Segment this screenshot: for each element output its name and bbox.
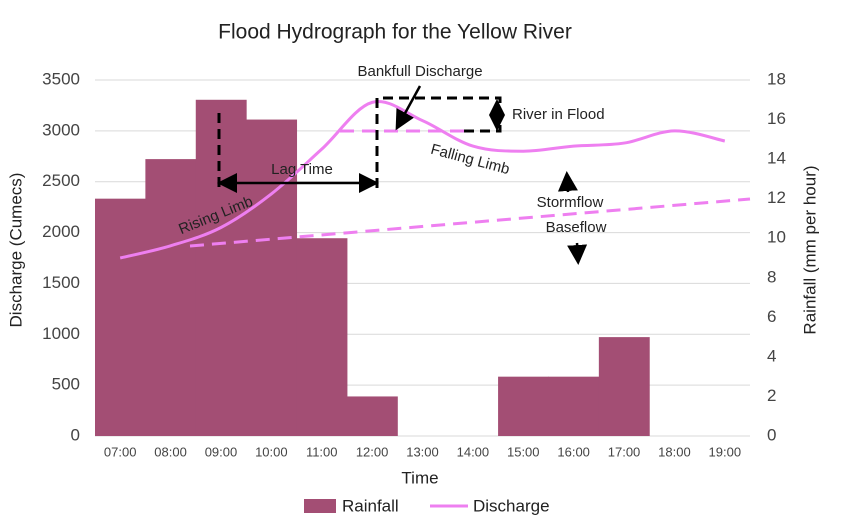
y2-tick-label: 2 — [767, 386, 776, 405]
bar — [246, 119, 298, 437]
bar — [498, 376, 549, 436]
annotation: Baseflow — [546, 219, 607, 236]
legend: Rainfall Discharge — [304, 496, 550, 515]
y-tick-label: 1000 — [42, 324, 80, 343]
bar — [598, 337, 650, 436]
bar — [346, 396, 398, 436]
x-tick-label: 10:00 — [255, 444, 288, 459]
baseflow-line — [189, 197, 751, 248]
flood-box — [375, 96, 502, 188]
x-tick-label: 13:00 — [406, 444, 439, 459]
baseflow-arrow — [567, 242, 588, 265]
y2-tick-label: 0 — [767, 425, 776, 444]
stormflow-arrow — [557, 171, 578, 193]
x-tick-label: 17:00 — [608, 444, 641, 459]
x-tick-label: 08:00 — [154, 444, 187, 459]
bar — [296, 238, 348, 436]
y-tick-label: 500 — [52, 375, 80, 394]
legend-swatch — [304, 499, 336, 513]
x-tick-label: 18:00 — [658, 444, 691, 459]
x-tick-label: 07:00 — [104, 444, 137, 459]
annotation: Lag Time — [271, 161, 333, 178]
y2-tick-label: 10 — [767, 228, 786, 247]
line — [119, 100, 726, 260]
x-tick-label: 15:00 — [507, 444, 540, 459]
y2-axis-title: Rainfall (mm per hour) — [800, 165, 819, 334]
lines — [119, 100, 726, 260]
bankfull-arrow — [395, 85, 422, 131]
y-tick-label: 1500 — [42, 273, 80, 292]
y2-tick-label: 4 — [767, 346, 776, 365]
y2-tick-label: 14 — [767, 149, 786, 168]
y2-tick-label: 18 — [767, 69, 786, 88]
chart-title: Flood Hydrograph for the Yellow River — [218, 21, 572, 44]
bar — [195, 99, 247, 437]
bar — [548, 376, 600, 436]
x-tick-label: 11:00 — [306, 444, 338, 459]
y2-tick-label: 6 — [767, 307, 776, 326]
y2-tick-label: 12 — [767, 188, 786, 207]
y-tick-label: 2000 — [42, 222, 80, 241]
legend-label: Rainfall — [342, 496, 399, 515]
annotation: Stormflow — [537, 194, 604, 211]
y-tick-label: 2500 — [42, 171, 80, 190]
y-tick-label: 3500 — [42, 69, 80, 88]
x-tick-label: 19:00 — [709, 444, 742, 459]
annotation: Bankfull Discharge — [357, 63, 482, 80]
bar — [95, 198, 146, 436]
x-tick-label: 09:00 — [205, 444, 238, 459]
y-tick-label: 0 — [71, 425, 80, 444]
y2-tick-label: 8 — [767, 267, 776, 286]
annotation: River in Flood — [512, 106, 605, 123]
x-tick-label: 12:00 — [356, 444, 389, 459]
x-tick-label: 16:00 — [557, 444, 590, 459]
y-tick-label: 3000 — [42, 120, 80, 139]
x-axis-title: Time — [401, 468, 438, 487]
bars — [95, 99, 650, 437]
x-tick-label: 14:00 — [457, 444, 490, 459]
y2-tick-label: 16 — [767, 109, 786, 128]
legend-label: Discharge — [473, 496, 550, 515]
y-axis-title: Discharge (Cumecs) — [6, 173, 25, 328]
bar — [145, 159, 197, 436]
annotations — [189, 85, 751, 265]
